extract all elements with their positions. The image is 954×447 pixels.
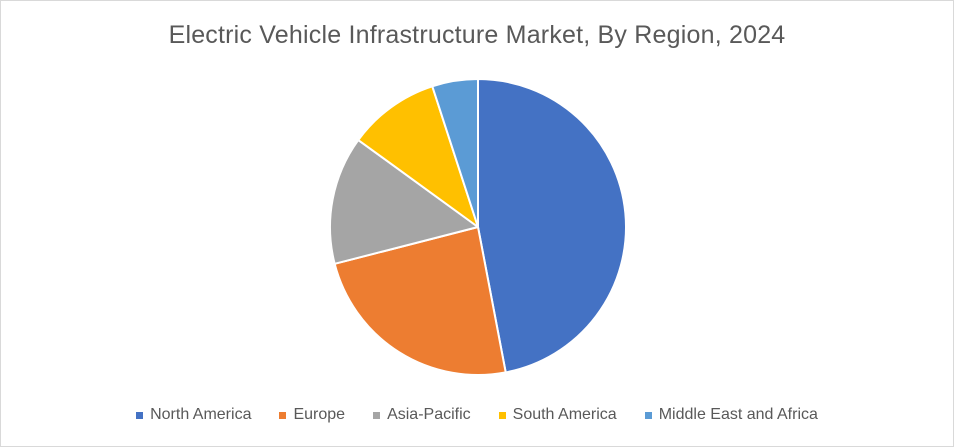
pie-slices	[329, 78, 627, 376]
legend-swatch	[279, 411, 287, 419]
legend: North America Europe Asia-Pacific South Ame…	[1, 406, 953, 424]
legend-item-north-america: North America	[136, 406, 251, 424]
pie-slice-europe	[333, 226, 507, 376]
legend-swatch	[498, 411, 506, 419]
legend-label: South America	[512, 406, 617, 423]
legend-label: Europe	[293, 406, 346, 423]
legend-item-middle-east-and-africa: Middle East and Africa	[644, 406, 818, 424]
chart-title: Electric Vehicle Infrastructure Market, …	[168, 21, 786, 49]
pie-slice-north-america	[477, 78, 627, 374]
legend-item-south-america: South America	[498, 406, 617, 424]
pie-slice-asia-pacific	[329, 139, 479, 265]
legend-label: Middle East and Africa	[658, 406, 818, 423]
legend-item-europe: Europe	[279, 406, 345, 424]
legend-item-asia-pacific: Asia-Pacific	[373, 406, 471, 424]
pie-slice-middle-east-and-africa	[431, 78, 479, 228]
legend-swatch	[644, 411, 652, 419]
pie-slice-south-america	[357, 85, 479, 228]
legend-swatch	[373, 411, 381, 419]
legend-label: North America	[150, 406, 252, 423]
legend-swatch	[136, 411, 144, 419]
legend-label: Asia-Pacific	[387, 406, 471, 423]
